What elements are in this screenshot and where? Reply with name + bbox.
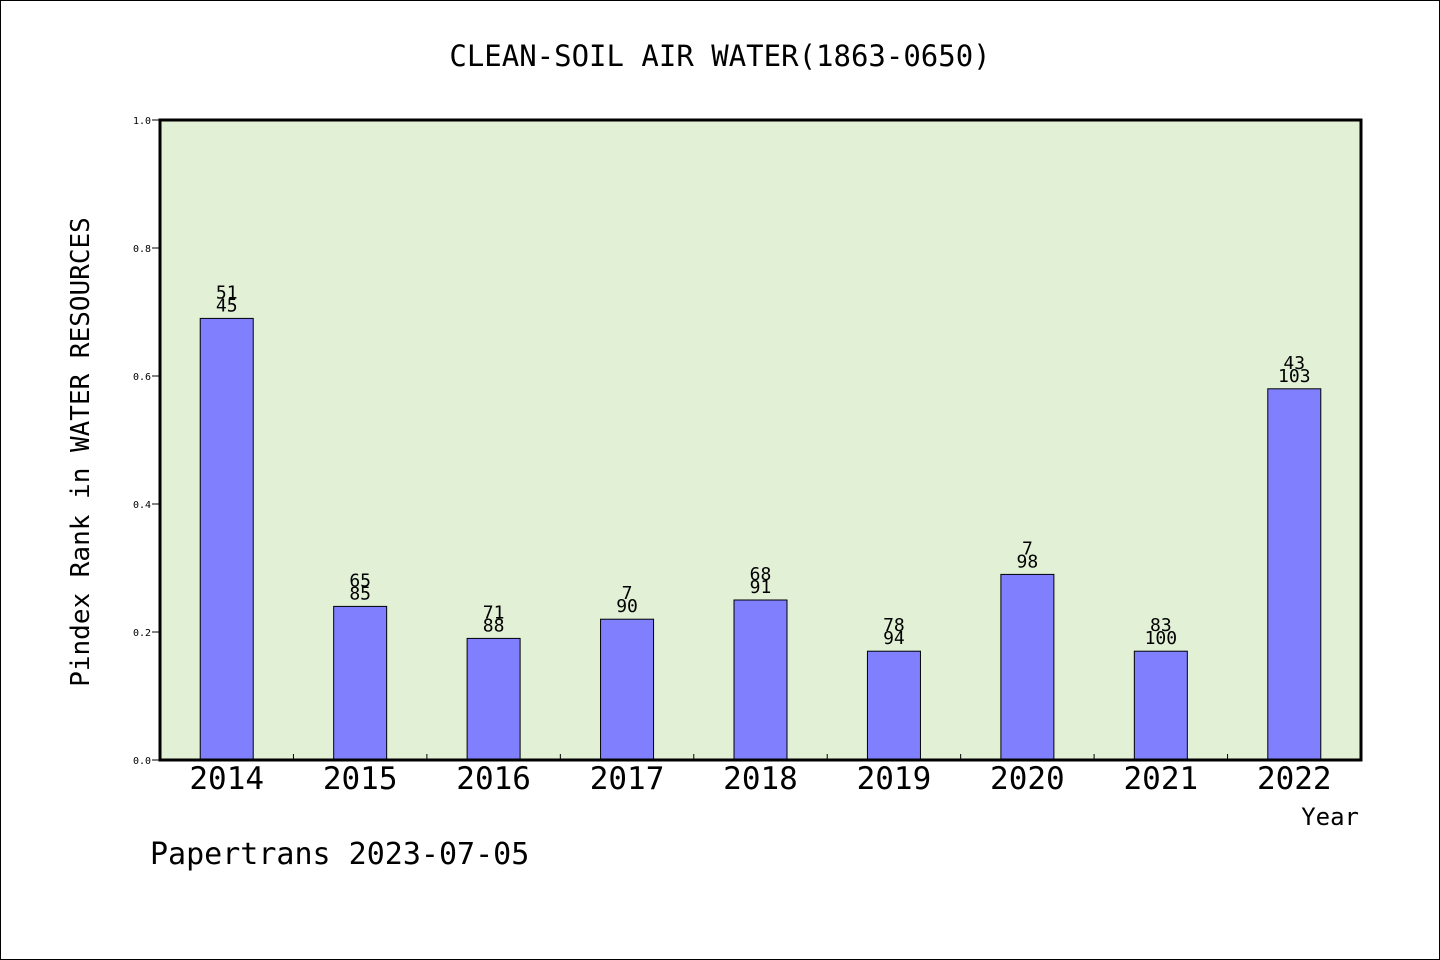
bar-label-top-2017: 7 — [622, 583, 633, 604]
y-tick-label: 0.6 — [133, 372, 151, 383]
bar-2014 — [199, 317, 254, 761]
bar-label-bottom-2015: 85 — [349, 583, 371, 604]
bar-label-bottom-2021: 100 — [1145, 628, 1178, 649]
x-tick-label-2015: 2015 — [323, 761, 398, 797]
bar-label-top-2020: 7 — [1022, 538, 1033, 559]
bar-label-top-2015: 65 — [349, 570, 371, 591]
y-tick-label: 1.0 — [133, 116, 151, 127]
bar-2019 — [866, 650, 921, 761]
x-tick-label-2020: 2020 — [990, 761, 1065, 797]
bar-2020 — [1000, 573, 1055, 761]
bar-label-top-2019: 78 — [883, 615, 905, 636]
bar-label-bottom-2016: 88 — [483, 615, 505, 636]
bar-label-bottom-2020: 98 — [1017, 551, 1039, 572]
bar-label-top-2018: 68 — [750, 564, 772, 585]
bar-label-top-2016: 71 — [483, 602, 505, 623]
bar-2016 — [466, 637, 521, 761]
x-tick-label-2014: 2014 — [189, 761, 264, 797]
bar-label-top-2022: 43 — [1283, 353, 1305, 374]
y-axis: 0.0 0.2 0.4 0.6 0.8 1.0 — [133, 116, 160, 767]
y-tick-label: 0.8 — [133, 244, 151, 255]
x-axis-label: Year — [1301, 803, 1359, 831]
bar-label-bottom-2014: 45 — [216, 295, 238, 316]
y-tick-label: 0.2 — [133, 628, 151, 639]
bar-2015 — [333, 605, 388, 761]
bars-group — [199, 317, 1322, 761]
x-tick-label-2022: 2022 — [1257, 761, 1332, 797]
y-tick-label: 0.0 — [133, 756, 151, 767]
x-tick-label-2021: 2021 — [1124, 761, 1199, 797]
chart-title: CLEAN-SOIL AIR WATER(1863-0650) — [449, 39, 990, 73]
x-tick-label-2019: 2019 — [857, 761, 932, 797]
x-axis: 2014 2015 2016 2017 2018 2019 2020 2021 2022 — [189, 754, 1332, 797]
bar-label-bottom-2018: 91 — [750, 577, 772, 598]
plot-border — [158, 118, 1363, 762]
y-axis-label: Pindex Rank in WATER RESOURCES — [66, 217, 96, 687]
x-tick-label-2016: 2016 — [456, 761, 531, 797]
bar-label-bottom-2017: 90 — [616, 596, 638, 617]
bar-2022 — [1267, 388, 1322, 761]
bar-label-top-2014: 51 — [216, 282, 238, 303]
bar-2017 — [600, 618, 655, 761]
x-tick-label-2017: 2017 — [590, 761, 665, 797]
bar-2018 — [733, 599, 788, 761]
bar-2021 — [1133, 650, 1188, 761]
bar-label-bottom-2019: 94 — [883, 628, 905, 649]
y-tick-label: 0.4 — [133, 500, 151, 511]
footer-text: Papertrans 2023-07-05 — [150, 837, 529, 872]
bar-label-top-2021: 83 — [1150, 615, 1172, 636]
x-tick-label-2018: 2018 — [723, 761, 798, 797]
bar-label-bottom-2022: 103 — [1278, 366, 1311, 387]
